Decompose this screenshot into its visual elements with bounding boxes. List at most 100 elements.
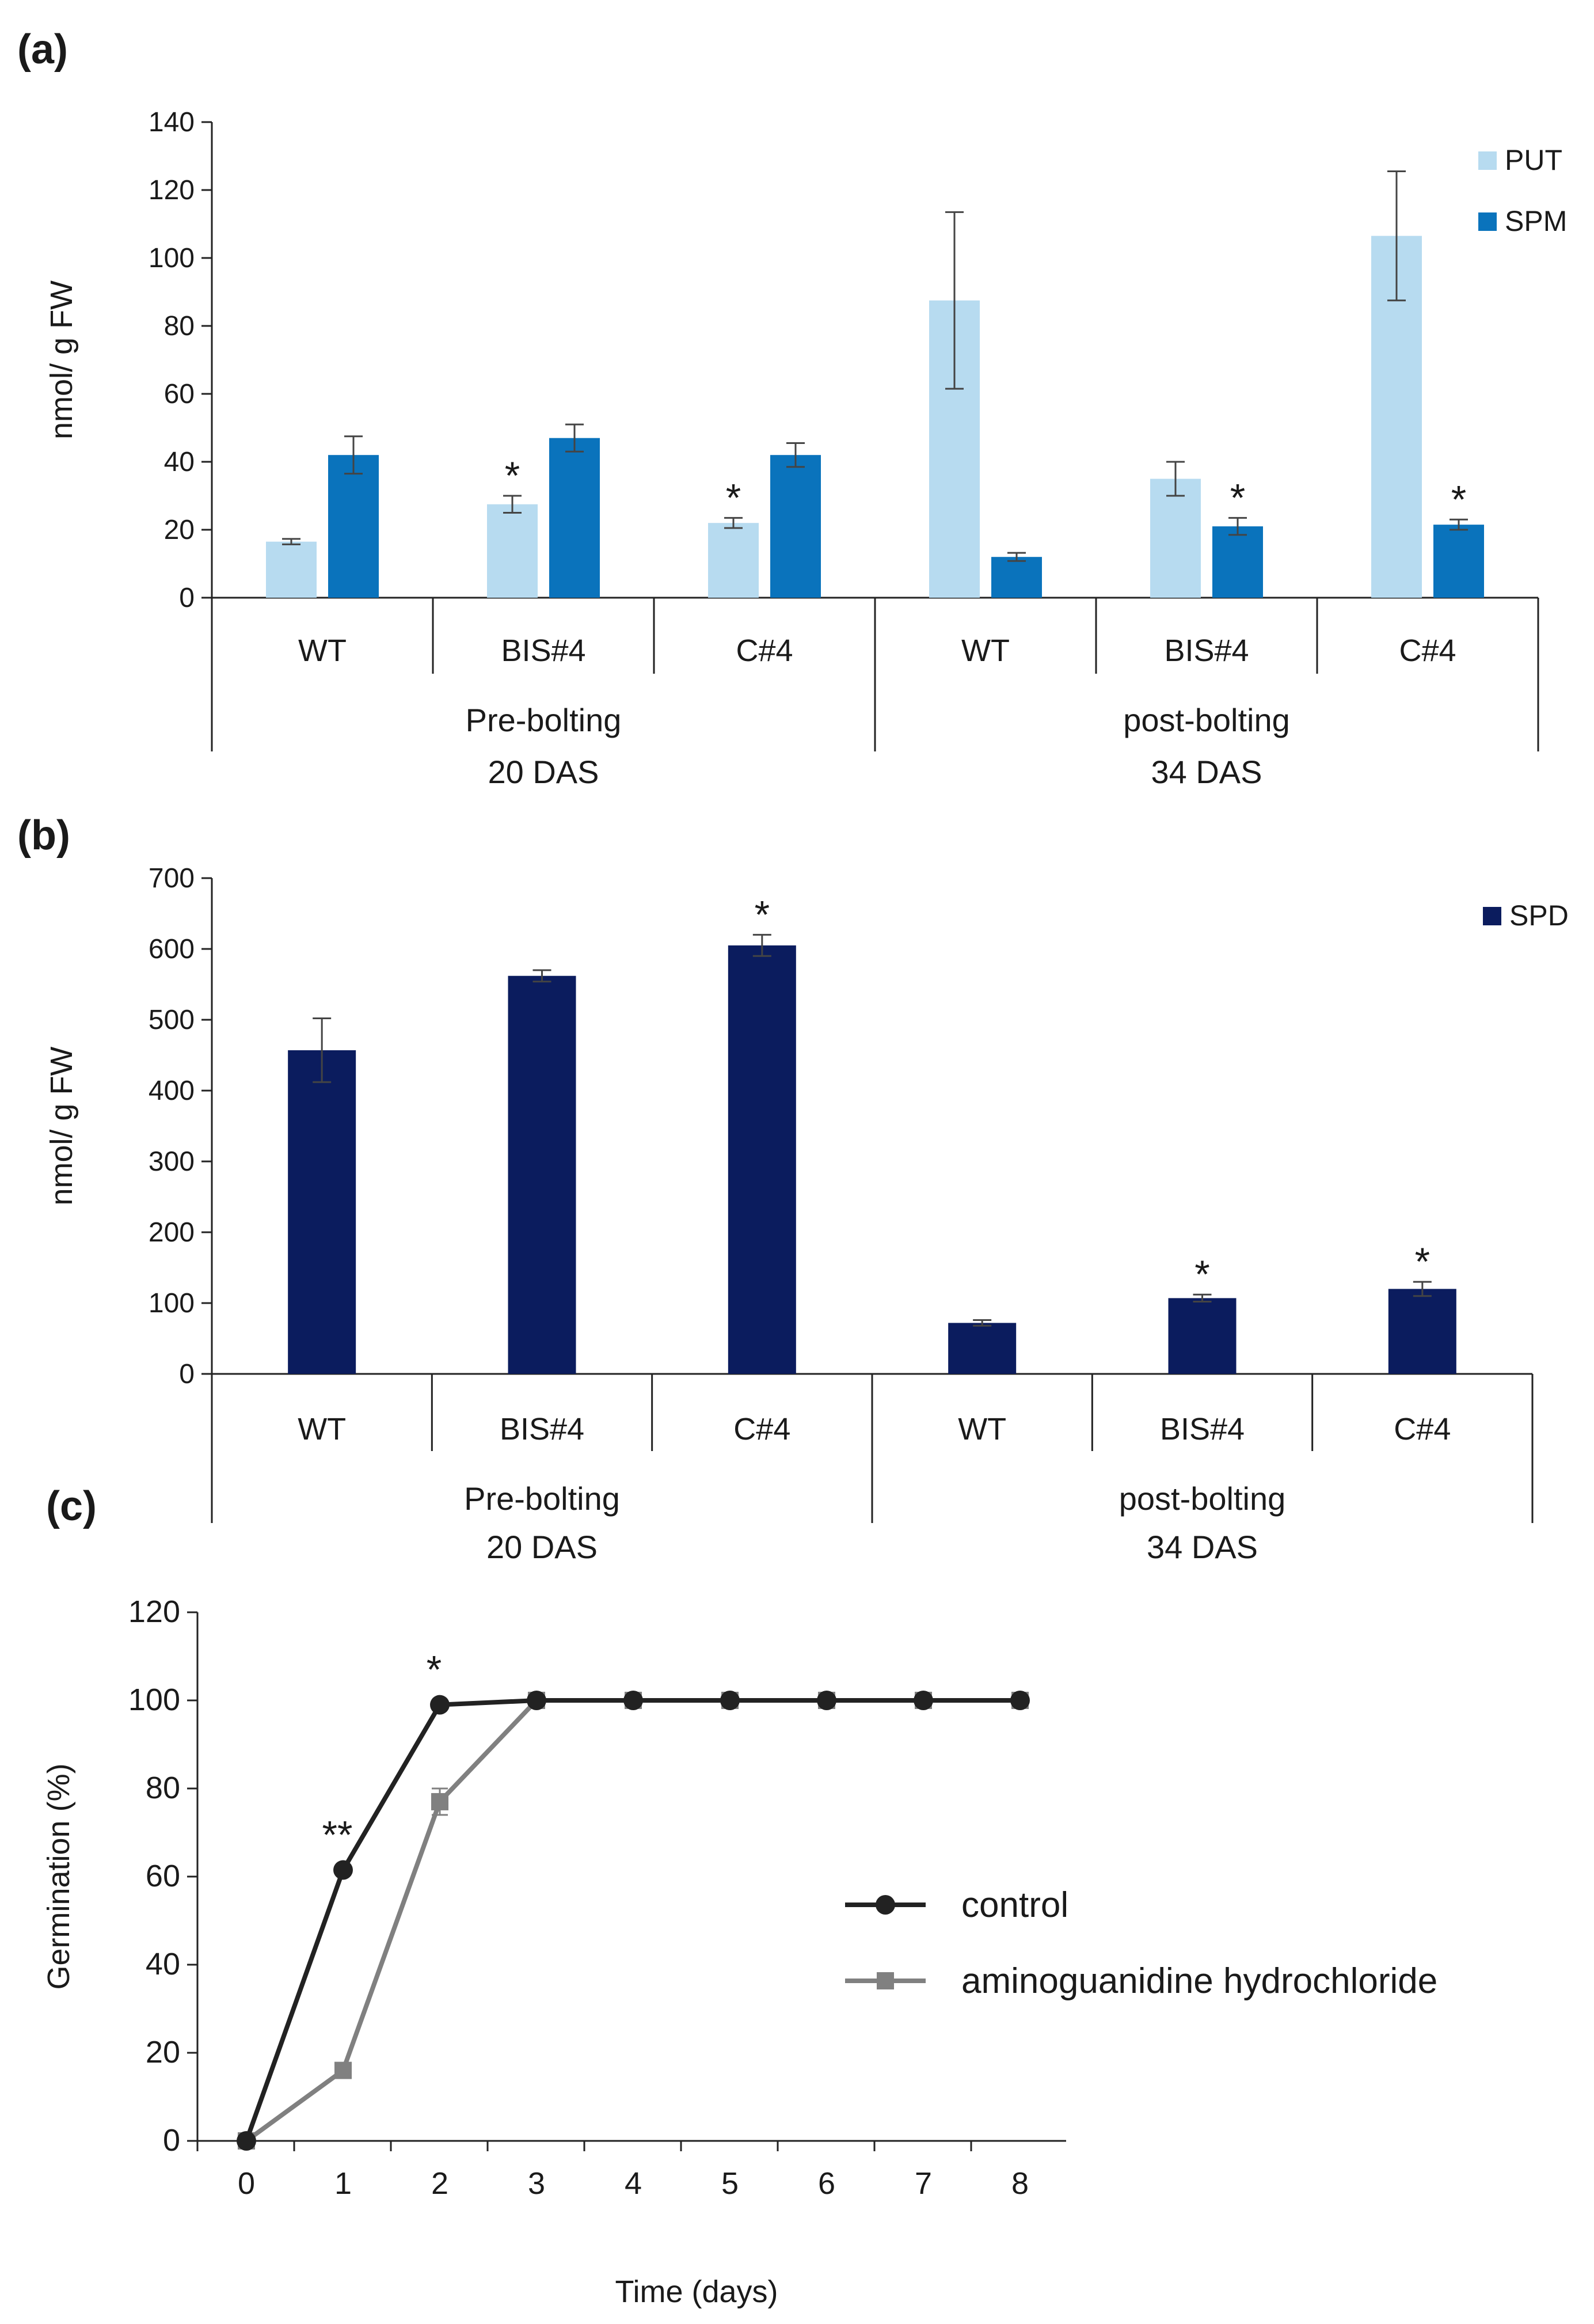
a-bar-put-0 xyxy=(266,541,317,598)
b-bar-spd-5 xyxy=(1388,1289,1456,1374)
b-category-label: WT xyxy=(958,1412,1006,1446)
a-bar-put-1 xyxy=(487,504,538,598)
c-y-tick-label: 60 xyxy=(146,1859,180,1893)
b-y-tick-label: 500 xyxy=(149,1005,195,1035)
a-group-label-line1: post-bolting xyxy=(1123,702,1290,738)
c-legend-marker-control xyxy=(876,1895,895,1915)
panel-b: (b) 0 100 200 300 400 500 600 700 nmol/ g FW WT BI… xyxy=(17,812,1569,1565)
c-point-control-8 xyxy=(1010,1691,1030,1710)
b-significance-marker: * xyxy=(1194,1252,1209,1296)
c-point-control-3 xyxy=(527,1691,546,1710)
c-point-control-1 xyxy=(333,1860,353,1880)
b-bar-spd-0 xyxy=(288,1050,356,1374)
a-bar-spm-3 xyxy=(991,557,1042,598)
a-bar-put-2 xyxy=(708,523,759,598)
a-category-label: C#4 xyxy=(1399,633,1456,668)
b-category-label: C#4 xyxy=(1394,1412,1451,1446)
a-bar-spm-2 xyxy=(770,455,821,598)
c-point-control-4 xyxy=(623,1691,643,1710)
c-x-tick-label: 4 xyxy=(625,2166,642,2201)
a-significance-marker: * xyxy=(1451,477,1466,521)
a-y-tick-label: 100 xyxy=(149,243,195,274)
a-y-tick-label: 120 xyxy=(149,175,195,206)
c-legend-label-control: control xyxy=(961,1885,1068,1925)
a-y-tick-label: 0 xyxy=(179,583,195,613)
a-category-label: C#4 xyxy=(736,633,793,668)
c-line-aminoguanidine xyxy=(245,1698,1020,2143)
a-bar-put-4 xyxy=(1150,479,1201,598)
b-significance-marker: * xyxy=(755,893,770,936)
a-bar-spm-4 xyxy=(1212,526,1263,598)
b-category-label: WT xyxy=(298,1412,346,1446)
c-legend-label-aminoguanidine: aminoguanidine hydrochloride xyxy=(961,1961,1437,2001)
c-y-tick-label: 0 xyxy=(163,2123,180,2158)
a-category-label: BIS#4 xyxy=(1164,633,1249,668)
b-y-tick-label: 300 xyxy=(149,1146,195,1177)
a-significance-marker: * xyxy=(726,476,741,519)
c-y-tick-label: 80 xyxy=(146,1771,180,1805)
c-point-control-6 xyxy=(817,1691,836,1710)
b-legend-label-spd: SPD xyxy=(1509,899,1569,932)
c-point-aminoguanidine-2 xyxy=(431,1793,448,1810)
c-x-tick-label: 0 xyxy=(238,2166,255,2201)
a-legend-label-spm: SPM xyxy=(1505,205,1567,237)
b-legend-swatch-spd xyxy=(1483,907,1501,925)
c-y-tick-label: 40 xyxy=(146,1947,180,1981)
c-x-tick-label: 5 xyxy=(721,2166,739,2201)
b-bar-spd-2 xyxy=(728,945,796,1374)
b-y-tick-label: 400 xyxy=(149,1076,195,1106)
b-group-label-line2: 20 DAS xyxy=(486,1529,598,1565)
b-significance-marker: * xyxy=(1415,1240,1430,1283)
a-legend-label-put: PUT xyxy=(1505,144,1562,176)
c-x-tick-label: 1 xyxy=(334,2166,352,2201)
a-legend-swatch-spm xyxy=(1478,212,1497,231)
panel-c: (c) 0 20 40 60 80 100 120 0 1 2 3 4 5 6 7 8 Time (days) G… xyxy=(41,1483,1437,2309)
b-y-tick-label: 0 xyxy=(179,1359,195,1389)
a-significance-marker: * xyxy=(1230,476,1245,519)
a-y-axis-label: nmol/ g FW xyxy=(44,280,79,439)
a-y-tick-label: 140 xyxy=(149,107,195,138)
panel-b-label: (b) xyxy=(17,812,70,859)
a-group-label-line2: 34 DAS xyxy=(1151,754,1262,790)
c-point-control-2 xyxy=(430,1695,450,1715)
a-y-tick-label: 20 xyxy=(164,515,195,545)
c-y-tick-label: 20 xyxy=(146,2035,180,2069)
c-point-control-5 xyxy=(720,1691,740,1710)
c-y-tick-label: 100 xyxy=(128,1683,180,1717)
c-point-control-7 xyxy=(914,1691,933,1710)
b-bar-spd-4 xyxy=(1168,1298,1237,1374)
a-y-tick-label: 60 xyxy=(164,379,195,409)
c-y-axis-label: Germination (%) xyxy=(41,1763,76,1989)
c-x-tick-label: 7 xyxy=(915,2166,932,2201)
c-point-aminoguanidine-1 xyxy=(334,2061,352,2079)
b-group-label-line2: 34 DAS xyxy=(1147,1529,1258,1565)
b-y-tick-label: 200 xyxy=(149,1217,195,1248)
b-y-axis-label: nmol/ g FW xyxy=(44,1046,79,1205)
a-bar-spm-1 xyxy=(549,438,600,598)
b-category-label: BIS#4 xyxy=(1160,1412,1245,1446)
b-category-label: BIS#4 xyxy=(500,1412,584,1446)
a-significance-marker: * xyxy=(505,454,520,498)
a-bar-spm-0 xyxy=(328,455,379,598)
a-bar-spm-5 xyxy=(1433,525,1484,598)
a-category-label: BIS#4 xyxy=(501,633,585,668)
b-group-label-line1: Pre-bolting xyxy=(464,1480,620,1517)
c-x-tick-label: 3 xyxy=(528,2166,545,2201)
a-legend-swatch-put xyxy=(1478,151,1497,170)
c-y-tick-label: 120 xyxy=(128,1594,180,1629)
c-line-control xyxy=(244,1698,1020,2142)
a-category-label: WT xyxy=(298,633,347,668)
a-category-label: WT xyxy=(961,633,1010,668)
c-significance-marker: * xyxy=(427,1648,442,1692)
a-group-label-line1: Pre-bolting xyxy=(466,702,622,738)
c-legend-marker-aminoguanidine xyxy=(877,1972,894,1989)
b-category-label: C#4 xyxy=(733,1412,790,1446)
c-x-tick-label: 8 xyxy=(1011,2166,1029,2201)
a-y-tick-label: 80 xyxy=(164,311,195,341)
b-y-tick-label: 700 xyxy=(149,863,195,894)
c-x-axis-label: Time (days) xyxy=(615,2274,778,2309)
c-point-control-0 xyxy=(237,2131,256,2151)
a-y-tick-label: 40 xyxy=(164,447,195,477)
panel-a: (a) 0 20 40 60 80 100 120 140 nmol/ g FW WT BIS#4 C… xyxy=(17,26,1567,790)
